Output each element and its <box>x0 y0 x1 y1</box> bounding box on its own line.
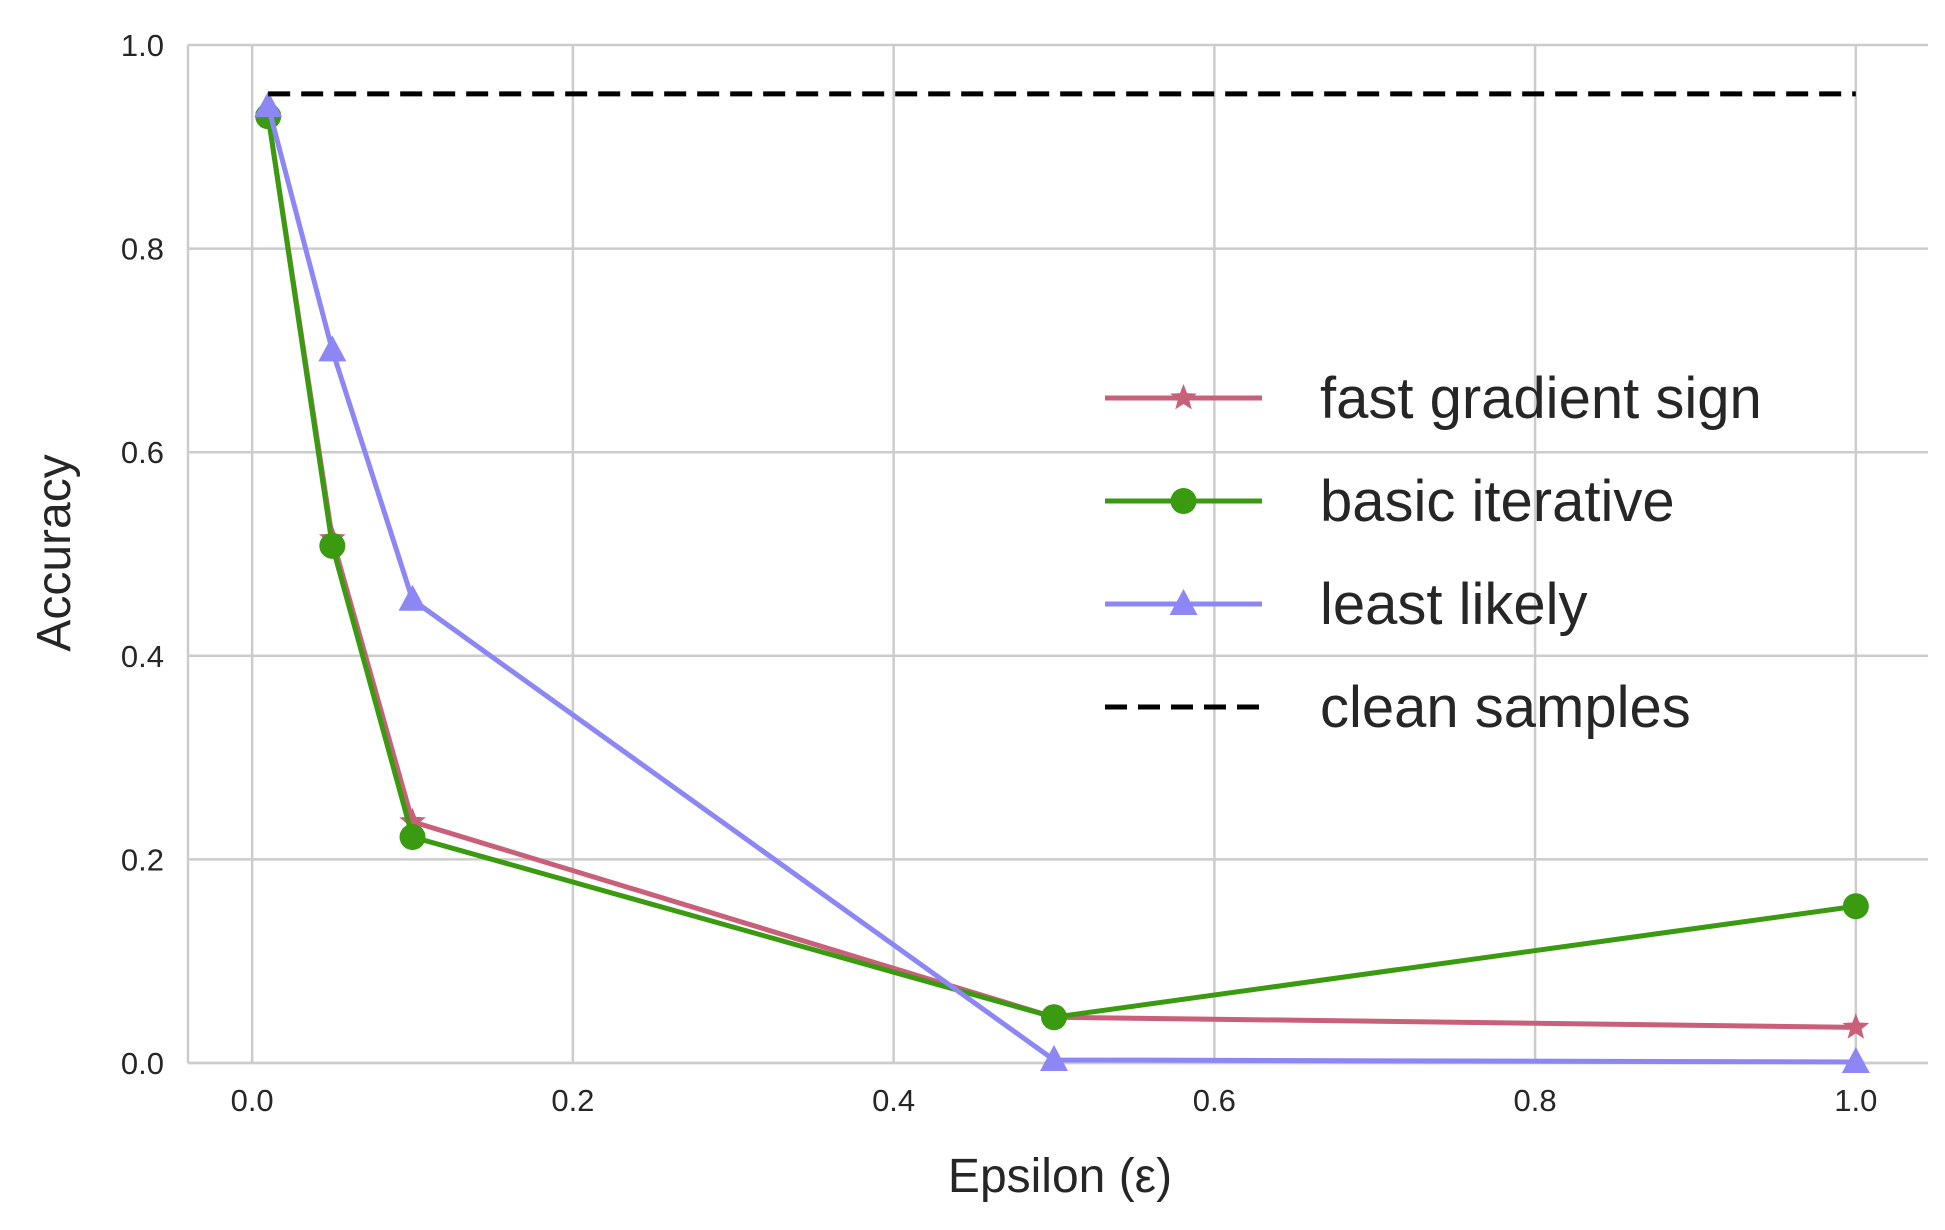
basic-iterative-point-4 <box>1842 893 1869 920</box>
x-tick-label-2: 0.4 <box>872 1083 915 1118</box>
legend-label-least-likely: least likely <box>1320 572 1588 637</box>
legend-entry-fast-gradient-sign: fast gradient sign <box>1105 366 1762 431</box>
grid <box>188 43 1928 1065</box>
series-layer <box>254 91 1870 1073</box>
least-likely-point-4 <box>1841 1046 1870 1073</box>
least-likely-point-0 <box>254 91 283 118</box>
legend-label-fast-gradient-sign: fast gradient sign <box>1320 366 1762 431</box>
series-basic-iterative <box>255 103 1869 1031</box>
tick-labels: 0.0 0.2 0.4 0.6 0.8 1.0 0.0 0.2 0.4 0.6 0.8 1.0 <box>121 28 1877 1118</box>
y-tick-label-1: 0.2 <box>121 842 164 877</box>
y-tick-label-4: 0.8 <box>121 232 164 267</box>
legend-marker-fast-gradient-sign <box>1170 384 1197 410</box>
basic-iterative-point-2 <box>399 824 426 851</box>
legend-entry-clean-samples: clean samples <box>1105 675 1691 740</box>
x-tick-label-1: 0.2 <box>551 1083 594 1118</box>
x-tick-label-4: 0.8 <box>1514 1083 1557 1118</box>
least-likely-point-1 <box>318 335 347 362</box>
x-tick-label-0: 0.0 <box>231 1083 274 1118</box>
fast-gradient-sign-point-4 <box>1842 1013 1870 1039</box>
legend: fast gradient sign basic iterative least l… <box>1105 366 1762 740</box>
legend-label-clean-samples: clean samples <box>1320 675 1691 740</box>
least-likely-point-3 <box>1039 1044 1068 1071</box>
basic-iterative-point-3 <box>1040 1004 1067 1031</box>
legend-marker-least-likely <box>1169 589 1198 615</box>
legend-label-basic-iterative: basic iterative <box>1320 469 1675 534</box>
fast-gradient-sign-line <box>265 115 1856 1030</box>
y-tick-label-5: 1.0 <box>121 28 164 63</box>
legend-entry-least-likely: least likely <box>1105 572 1588 637</box>
y-tick-label-0: 0.0 <box>121 1046 164 1081</box>
x-tick-label-3: 0.6 <box>1193 1083 1236 1118</box>
fast-gradient-sign-point-2 <box>399 807 426 834</box>
axes-spines <box>186 45 1928 1065</box>
basic-iterative-point-1 <box>319 532 346 559</box>
series-fast-gradient-sign <box>254 102 1870 1039</box>
legend-marker-basic-iterative <box>1170 488 1197 514</box>
series-least-likely <box>254 91 1870 1073</box>
y-tick-label-3: 0.6 <box>121 435 164 470</box>
least-likely-point-2 <box>398 584 427 611</box>
x-tick-label-5: 1.0 <box>1834 1083 1877 1118</box>
legend-entry-basic-iterative: basic iterative <box>1105 469 1675 534</box>
y-axis-title: Accuracy <box>28 454 81 651</box>
y-tick-label-2: 0.4 <box>121 639 164 674</box>
basic-iterative-line <box>265 115 1857 1020</box>
x-axis-title: Epsilon (ε) <box>948 1150 1172 1203</box>
